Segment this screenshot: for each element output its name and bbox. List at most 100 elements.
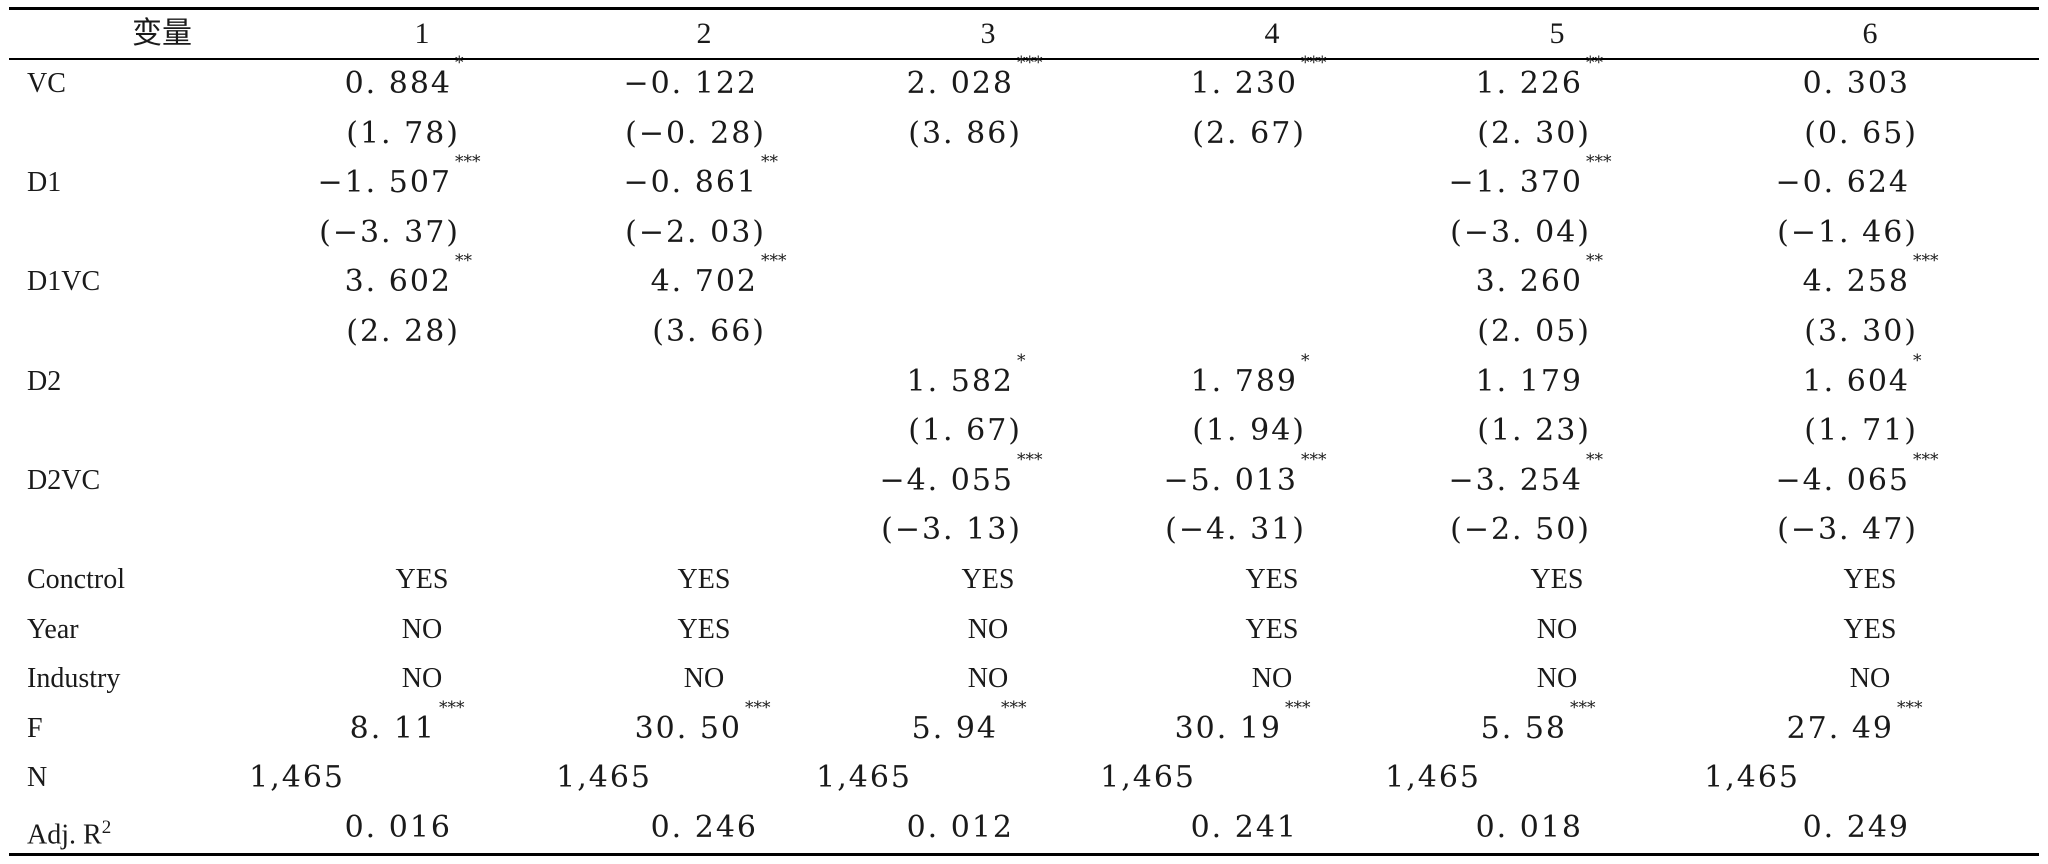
table-cell: NO xyxy=(967,663,1009,695)
table-cell: (−3. 47) xyxy=(1777,512,1918,548)
table-cell: YES xyxy=(677,564,731,595)
table-cell: NO xyxy=(1536,663,1578,695)
significance-stars: *** xyxy=(455,152,481,173)
table-row: (2. 28) (3. 66) (2. 05) (3. 30) xyxy=(0,312,2048,352)
table-cell: 8. 11 *** xyxy=(349,697,465,746)
table-row: (−3. 37) (−2. 03) (−3. 04) (−1. 46) xyxy=(0,213,2048,253)
table-cell: (1. 78) xyxy=(346,115,460,151)
table-cell: 1. 226 ** xyxy=(1475,53,1603,102)
table-cell: −4. 065 *** xyxy=(1775,449,1939,498)
header-col-4: 4 xyxy=(1264,17,1280,50)
table-cell: −5. 013 *** xyxy=(1163,449,1327,498)
table-cell: 1,465 xyxy=(556,760,652,796)
significance-stars: ** xyxy=(1586,251,1603,272)
table-cell: 1. 230 *** xyxy=(1190,53,1327,102)
significance-stars: ** xyxy=(761,152,778,173)
significance-stars: * xyxy=(1913,350,1922,371)
row-label: D1 xyxy=(27,167,62,199)
significance-stars: *** xyxy=(1285,697,1311,718)
table-cell: 27. 49 *** xyxy=(1786,697,1923,746)
table-cell: 0. 016 xyxy=(344,810,452,845)
row-label: F xyxy=(27,712,43,744)
table-row: VC 0. 884 * −0. 122 2. 028 *** 1. 230 *** 1. 226… xyxy=(0,53,2048,104)
table-row: (1. 78) (−0. 28) (3. 86) (2. 67) (2. 30) (0. … xyxy=(0,114,2048,154)
significance-stars: *** xyxy=(1301,449,1327,470)
table-cell: (1. 94) xyxy=(1192,413,1306,449)
table-cell: (−4. 31) xyxy=(1165,512,1306,548)
table-cell: YES xyxy=(395,564,449,595)
table-cell: NO xyxy=(683,663,725,695)
table-cell: NO xyxy=(1849,663,1891,695)
table-row: Adj. R2 0. 016 0. 246 0. 012 0. 241 0. 018 0. … xyxy=(0,808,2048,850)
top-rule xyxy=(9,7,2039,10)
table-cell: (−3. 04) xyxy=(1450,214,1591,250)
significance-stars: *** xyxy=(745,697,771,718)
table-cell: (3. 30) xyxy=(1804,314,1918,349)
significance-stars: *** xyxy=(1301,53,1327,73)
table-cell: (3. 66) xyxy=(652,314,766,349)
superscript: 2 xyxy=(101,817,112,838)
table-cell: (−3. 13) xyxy=(881,512,1022,548)
table-cell: −0. 861 ** xyxy=(623,152,778,201)
table-cell: 0. 303 xyxy=(1802,66,1910,101)
table-cell: 1. 789 * xyxy=(1190,350,1310,399)
table-row: (−3. 13) (−4. 31) (−2. 50) (−3. 47) xyxy=(0,510,2048,550)
table-cell: 0. 884 * xyxy=(344,53,464,102)
table-cell: NO xyxy=(401,663,443,695)
table-cell: 2. 028 *** xyxy=(906,53,1043,102)
header-row: 变量 1 2 3 4 5 6 xyxy=(0,14,2048,54)
table-cell: 1,465 xyxy=(816,760,912,796)
significance-stars: *** xyxy=(1897,697,1923,718)
table-row: D2VC −4. 055 *** −5. 013 *** −3. 254 ** −4. 065… xyxy=(0,449,2048,501)
significance-stars: *** xyxy=(1570,697,1596,718)
header-variable: 变量 xyxy=(132,17,192,50)
row-label: Year xyxy=(27,613,79,645)
row-label: Adj. R2 xyxy=(27,817,112,851)
table-cell: 1. 604 * xyxy=(1802,350,1922,399)
table-cell: (0. 65) xyxy=(1804,115,1918,151)
row-label: D2 xyxy=(27,365,62,397)
table-cell: −1. 507 *** xyxy=(317,152,481,201)
table-cell: (1. 67) xyxy=(908,413,1022,449)
table-cell: 1. 582 * xyxy=(906,350,1026,399)
row-label: N xyxy=(27,762,48,794)
table-cell: 4. 702 *** xyxy=(650,251,787,300)
header-col-3: 3 xyxy=(980,17,996,50)
significance-stars: *** xyxy=(761,251,787,272)
table-cell: (−2. 03) xyxy=(625,214,766,250)
row-label: Industry xyxy=(27,663,121,695)
table-cell: 3. 602 ** xyxy=(344,251,472,300)
table-cell: −0. 122 xyxy=(623,66,758,101)
table-row: D1 −1. 507 *** −0. 861 ** −1. 370 *** −0. 624 xyxy=(0,152,2048,203)
table-cell: NO xyxy=(1251,663,1293,695)
table-cell: 1,465 xyxy=(249,760,345,796)
table-cell: (2. 30) xyxy=(1477,115,1591,151)
significance-stars: ** xyxy=(1586,53,1603,73)
table-cell: (1. 71) xyxy=(1804,413,1918,449)
bottom-rule xyxy=(9,853,2039,856)
table-cell: (−1. 46) xyxy=(1777,214,1918,250)
table-cell: NO xyxy=(1536,613,1578,645)
significance-stars: *** xyxy=(1913,449,1939,470)
table-cell: 30. 50 *** xyxy=(634,697,771,746)
table-cell: (1. 23) xyxy=(1477,413,1591,449)
significance-stars: *** xyxy=(1001,697,1027,718)
table-cell: 1. 179 xyxy=(1475,363,1583,399)
table-cell: NO xyxy=(401,613,443,645)
table-cell: 5. 58 *** xyxy=(1480,697,1596,746)
significance-stars: *** xyxy=(1913,251,1939,272)
significance-stars: * xyxy=(455,53,464,73)
row-label: D2VC xyxy=(27,464,101,496)
table-row: D1VC 3. 602 ** 4. 702 *** 3. 260 ** 4. 258 *** xyxy=(0,251,2048,302)
header-rule xyxy=(9,58,2039,60)
table-cell: 1,465 xyxy=(1100,760,1196,796)
table-cell: YES xyxy=(961,564,1015,595)
significance-stars: *** xyxy=(1017,449,1043,470)
significance-stars: * xyxy=(1301,350,1310,371)
table-cell: YES xyxy=(1843,613,1897,645)
row-label: Conctrol xyxy=(27,564,125,595)
table-cell: 1,465 xyxy=(1704,760,1800,796)
significance-stars: *** xyxy=(1586,152,1612,173)
table-cell: 0. 018 xyxy=(1475,810,1583,845)
table-cell: 5. 94 *** xyxy=(911,697,1027,746)
